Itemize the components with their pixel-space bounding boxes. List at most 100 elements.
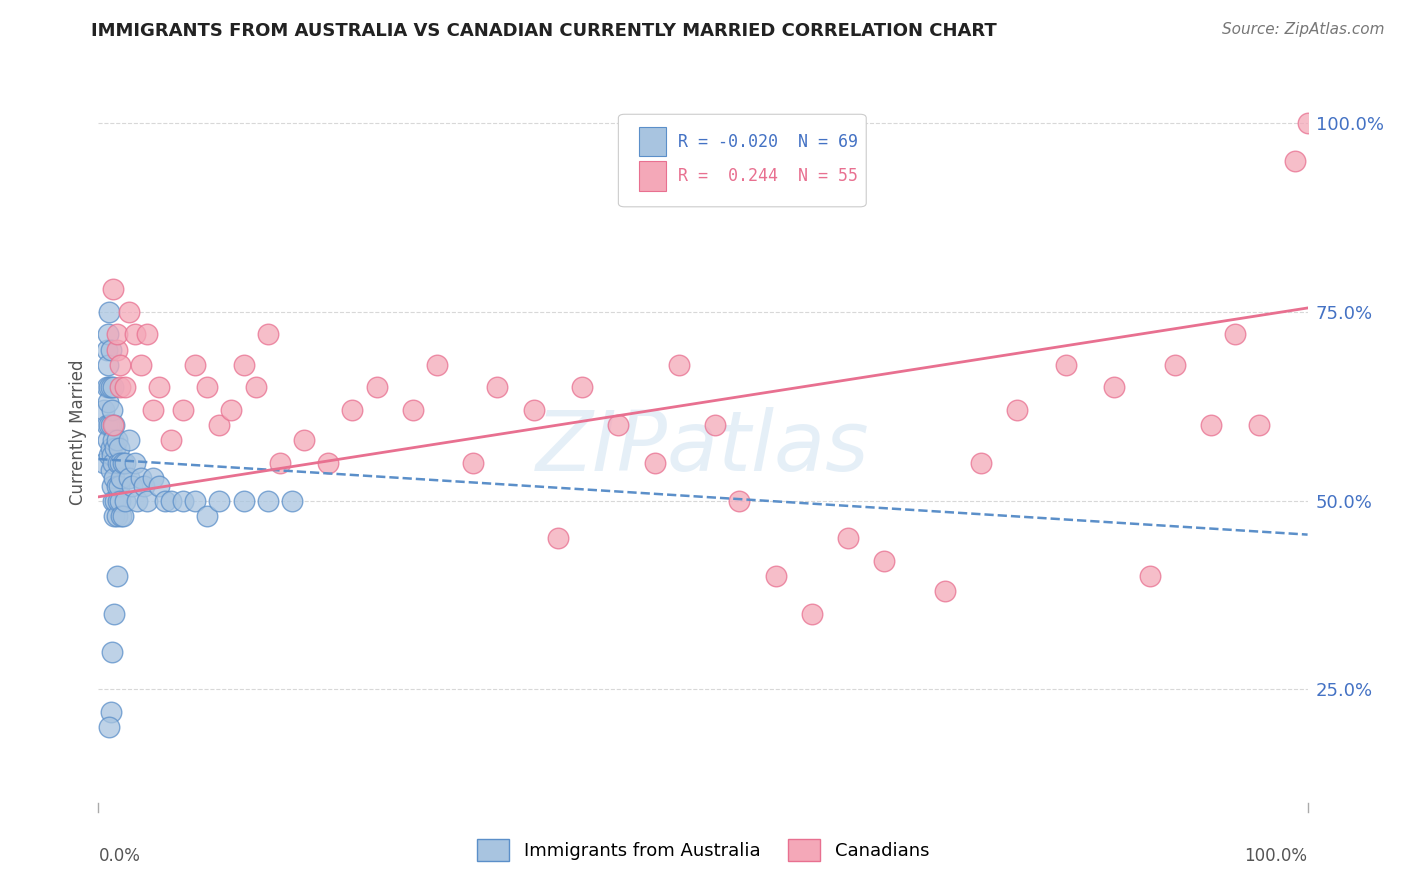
Point — [221, 403, 243, 417]
Point — [281, 493, 304, 508]
Point — [256, 493, 278, 508]
Point — [98, 720, 121, 734]
Point — [98, 418, 121, 433]
Point — [124, 456, 146, 470]
Point — [316, 456, 339, 470]
Point — [93, 403, 115, 417]
Point — [142, 403, 165, 417]
Point — [111, 456, 134, 470]
FancyBboxPatch shape — [619, 114, 866, 207]
Point — [1223, 327, 1246, 342]
Point — [114, 380, 136, 394]
Text: R =  0.244  N = 55: R = 0.244 N = 55 — [678, 167, 858, 185]
Point — [98, 380, 121, 394]
Point — [103, 508, 125, 523]
Point — [704, 418, 727, 433]
Point — [366, 380, 388, 394]
Point — [1054, 358, 1077, 372]
Point — [129, 471, 152, 485]
Point — [160, 433, 183, 447]
Point — [97, 327, 120, 342]
Point — [160, 493, 183, 508]
Point — [105, 508, 128, 523]
Point — [571, 380, 593, 394]
Point — [1199, 418, 1222, 433]
Point — [100, 403, 122, 417]
Point — [98, 448, 121, 462]
Point — [103, 471, 125, 485]
Point — [100, 705, 122, 719]
Point — [105, 569, 128, 583]
Point — [105, 433, 128, 447]
Point — [100, 478, 122, 492]
Point — [100, 418, 122, 433]
Point — [135, 327, 157, 342]
Point — [105, 478, 128, 492]
Point — [118, 433, 141, 447]
Point — [153, 493, 176, 508]
Point — [1249, 418, 1271, 433]
Point — [934, 584, 956, 599]
Point — [245, 380, 267, 394]
Point — [873, 554, 896, 568]
Point — [98, 304, 121, 318]
Point — [256, 327, 278, 342]
Point — [523, 403, 546, 417]
Point — [100, 380, 122, 394]
Point — [269, 456, 291, 470]
Text: ZIPatlas: ZIPatlas — [536, 407, 870, 488]
Point — [118, 304, 141, 318]
Point — [1296, 116, 1319, 130]
Point — [172, 493, 194, 508]
Point — [1007, 403, 1029, 417]
Point — [101, 380, 124, 394]
Point — [101, 456, 124, 470]
Point — [108, 380, 131, 394]
Point — [121, 478, 143, 492]
Text: R = -0.020  N = 69: R = -0.020 N = 69 — [678, 133, 858, 151]
Point — [644, 456, 666, 470]
Point — [103, 607, 125, 621]
Y-axis label: Currently Married: Currently Married — [69, 359, 87, 506]
Point — [208, 493, 231, 508]
Point — [105, 343, 128, 357]
Point — [96, 380, 118, 394]
Point — [101, 493, 124, 508]
Point — [970, 456, 993, 470]
Point — [111, 508, 134, 523]
Point — [108, 478, 131, 492]
Point — [195, 508, 218, 523]
Point — [108, 493, 131, 508]
Point — [124, 327, 146, 342]
Point — [208, 418, 231, 433]
Point — [463, 456, 485, 470]
Point — [104, 441, 127, 455]
Legend: Immigrants from Australia, Canadians: Immigrants from Australia, Canadians — [470, 831, 936, 868]
Point — [97, 358, 120, 372]
Point — [105, 327, 128, 342]
Point — [118, 471, 141, 485]
Point — [148, 380, 170, 394]
Point — [108, 358, 131, 372]
Point — [292, 433, 315, 447]
Point — [100, 463, 122, 477]
Point — [426, 358, 449, 372]
Text: IMMIGRANTS FROM AUSTRALIA VS CANADIAN CURRENTLY MARRIED CORRELATION CHART: IMMIGRANTS FROM AUSTRALIA VS CANADIAN CU… — [91, 22, 997, 40]
Point — [486, 380, 509, 394]
Point — [93, 456, 115, 470]
Point — [100, 343, 122, 357]
Point — [101, 418, 124, 433]
Point — [800, 607, 823, 621]
Point — [108, 456, 131, 470]
Point — [195, 380, 218, 394]
Point — [134, 478, 156, 492]
Point — [135, 493, 157, 508]
Point — [172, 403, 194, 417]
Point — [103, 418, 125, 433]
Point — [184, 358, 207, 372]
Point — [129, 358, 152, 372]
Point — [342, 403, 364, 417]
Point — [1102, 380, 1125, 394]
Point — [96, 343, 118, 357]
Point — [607, 418, 630, 433]
